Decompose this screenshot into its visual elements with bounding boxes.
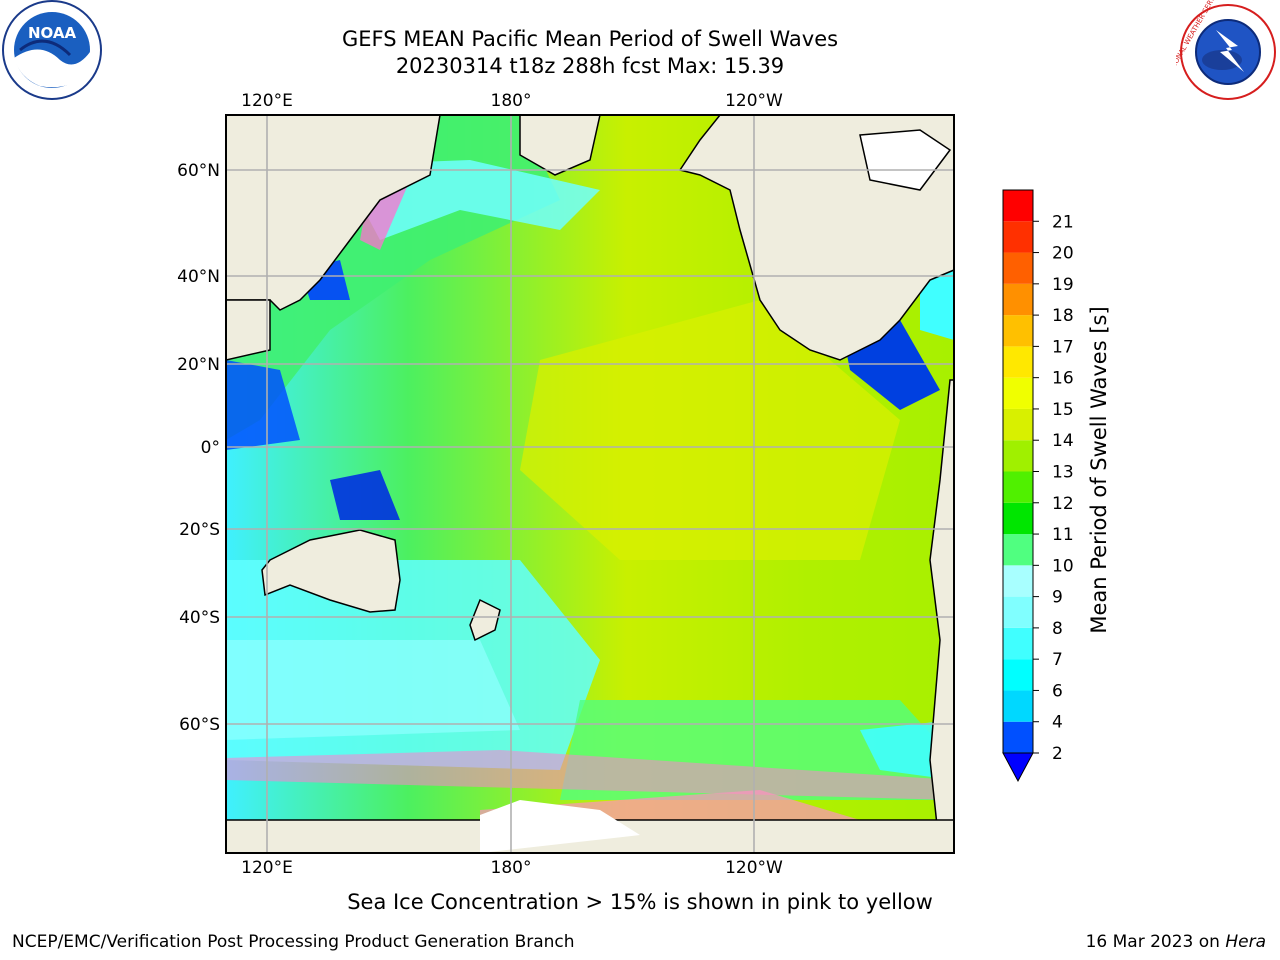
map-frame <box>225 114 955 854</box>
colorbar-segment <box>1003 221 1033 253</box>
colorbar-segment <box>1003 534 1033 566</box>
lon-label-top: 180° <box>491 91 532 111</box>
colorbar-tick-label: 18 <box>1052 306 1074 326</box>
lat-label: 60°N <box>177 161 220 181</box>
colorbar-tick-label: 2 <box>1052 744 1063 764</box>
colorbar-segment <box>1003 627 1033 660</box>
colorbar-tick-label: 21 <box>1052 212 1074 232</box>
machine-name: Hera <box>1225 932 1266 952</box>
graticule <box>226 115 954 853</box>
colorbar-tick-label: 17 <box>1052 337 1074 357</box>
colorbar-tick-label: 10 <box>1052 556 1074 576</box>
lat-label: 60°S <box>179 715 220 735</box>
colorbar-segment <box>1003 565 1033 597</box>
colorbar-tick-label: 13 <box>1052 463 1074 483</box>
colorbar-segment <box>1003 502 1033 535</box>
colorbar-tick-label: 7 <box>1052 650 1063 670</box>
noaa-logo: NOAA <box>2 0 102 100</box>
colorbar-tick-label: 11 <box>1052 525 1074 545</box>
colorbar-segment <box>1003 408 1033 441</box>
colorbar-segment <box>1003 690 1033 722</box>
colorbar-label: Mean Period of Swell Waves [s] <box>1087 306 1111 633</box>
colorbar-tick-label: 8 <box>1052 619 1063 639</box>
lat-label: 40°N <box>177 267 220 287</box>
map-area <box>226 115 954 853</box>
lon-label-bottom: 120°E <box>241 858 293 878</box>
lat-label: 40°S <box>179 608 220 628</box>
colorbar-under-arrow <box>1002 752 1034 783</box>
land-masses <box>226 115 954 853</box>
credit-text: NCEP/EMC/Verification Post Processing Pr… <box>12 932 575 952</box>
colorbar-segment <box>1003 471 1033 503</box>
lat-label: 20°S <box>179 520 220 540</box>
colorbar-tick-label: 20 <box>1052 244 1074 264</box>
colorbar-segment <box>1003 377 1033 409</box>
colorbar-segment <box>1003 283 1033 316</box>
sea-ice-note: Sea Ice Concentration > 15% is shown in … <box>347 890 933 914</box>
colorbar-tick-label: 6 <box>1052 681 1063 701</box>
noaa-logo-text: NOAA <box>28 24 77 42</box>
colorbar-tick-label: 9 <box>1052 588 1063 608</box>
lon-label-bottom: 180° <box>491 858 532 878</box>
colorbar-segment <box>1003 440 1033 472</box>
colorbar-tick-label: 15 <box>1052 400 1074 420</box>
colorbar-tick-label: 19 <box>1052 275 1074 295</box>
map-figure: 120°E 180° 120°W 120°E 180° 120°W 60°N 4… <box>177 91 1111 878</box>
colorbar-segment <box>1003 252 1033 284</box>
date-text: 16 Mar 2023 on <box>1085 932 1226 952</box>
colorbar-segment <box>1003 346 1033 378</box>
colorbar: 2 4 6 7 8 9 10 11 12 13 14 15 16 17 18 19 20 21 <box>1002 189 1074 783</box>
colorbar-segment <box>1003 596 1033 628</box>
colorbar-segment <box>1003 315 1033 347</box>
colorbar-tick-label: 14 <box>1052 431 1074 451</box>
lat-label: 0° <box>201 438 220 458</box>
lat-label: 20°N <box>177 355 220 375</box>
chart-title: GEFS MEAN Pacific Mean Period of Swell W… <box>341 27 839 51</box>
colorbar-segment <box>1003 721 1033 753</box>
colorbar-segment <box>1003 659 1033 691</box>
colorbar-tick-label: 12 <box>1052 494 1074 514</box>
date-stamp: 16 Mar 2023 on Hera <box>1086 932 1266 952</box>
colorbar-tick-label: 16 <box>1052 369 1074 389</box>
colorbar-segment <box>1003 190 1033 222</box>
colorbar-tick-label: 4 <box>1052 713 1063 733</box>
lon-label-top: 120°E <box>241 91 293 111</box>
chart-subtitle: 20230314 t18z 288h fcst Max: 15.39 <box>395 54 785 78</box>
lon-label-top: 120°W <box>725 91 783 111</box>
lon-label-bottom: 120°W <box>725 858 783 878</box>
nws-logo: NATIONAL WEATHER SERVICE <box>1176 0 1276 100</box>
